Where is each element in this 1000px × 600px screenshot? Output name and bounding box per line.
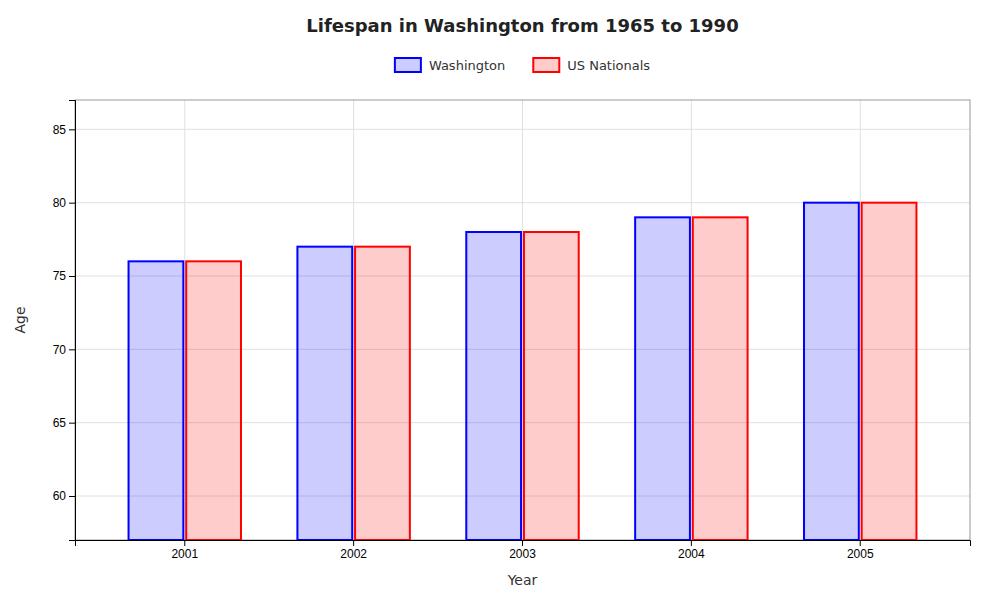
tick-mark xyxy=(69,423,75,424)
bar xyxy=(297,247,352,540)
chart: 2001 2002 2003 2004 2005 60 65 70 75 80 85 Year Age L… xyxy=(0,0,1000,600)
bar xyxy=(524,232,579,540)
tick-label: 85 xyxy=(53,123,67,137)
tick-mark xyxy=(69,496,75,497)
tick-label: 65 xyxy=(53,416,67,430)
tick: 2002 xyxy=(340,540,367,561)
y-axis-title: Age xyxy=(12,306,28,333)
bar xyxy=(186,261,241,540)
tick: 2005 xyxy=(847,540,874,561)
tick: 75 xyxy=(53,269,75,283)
tick-mark xyxy=(69,349,75,350)
plot: 2001 2002 2003 2004 2005 60 65 70 75 80 85 Year Age xyxy=(12,100,971,588)
tick-mark xyxy=(691,540,692,546)
tick-mark xyxy=(353,540,354,546)
tick-mark xyxy=(860,540,861,546)
grid-line xyxy=(184,100,185,540)
tick: 60 xyxy=(53,489,75,503)
x-axis-title: Year xyxy=(507,572,538,588)
tick: 2004 xyxy=(678,540,705,561)
tick-label: 75 xyxy=(53,269,67,283)
axis-line xyxy=(76,541,971,547)
tick-mark xyxy=(184,540,185,546)
tick-label: 80 xyxy=(53,196,67,210)
axis-line xyxy=(69,101,76,541)
tick-mark xyxy=(69,203,75,204)
tick-label: 2003 xyxy=(509,547,536,561)
tick: 85 xyxy=(53,123,75,137)
tick: 70 xyxy=(53,343,75,357)
legend-label: US Nationals xyxy=(567,58,650,73)
tick: 65 xyxy=(53,416,75,430)
legend-item: Washington xyxy=(395,58,505,73)
y-axis: 60 65 70 75 80 85 xyxy=(53,101,76,541)
tick-mark xyxy=(69,129,75,130)
plot-frame xyxy=(75,100,970,540)
tick: 80 xyxy=(53,196,75,210)
grid xyxy=(75,100,970,540)
tick-label: 60 xyxy=(53,489,67,503)
bar xyxy=(693,217,748,540)
bar xyxy=(129,261,184,540)
grid-line xyxy=(522,100,523,540)
bar xyxy=(355,247,410,540)
tick-mark xyxy=(69,276,75,277)
grid-line xyxy=(691,100,692,540)
legend-swatch xyxy=(533,58,559,72)
tick-label: 2004 xyxy=(678,547,705,561)
legend: Washington US Nationals xyxy=(395,58,650,73)
series xyxy=(129,203,859,540)
tick-label: 2005 xyxy=(847,547,874,561)
grid-line xyxy=(353,100,354,540)
grid-line xyxy=(860,100,861,540)
series xyxy=(186,203,916,540)
tick-label: 2002 xyxy=(340,547,367,561)
bar xyxy=(804,203,859,540)
title: Lifespan in Washington from 1965 to 1990 xyxy=(306,15,738,36)
tick-mark xyxy=(522,540,523,546)
legend-label: Washington xyxy=(429,58,505,73)
legend-swatch xyxy=(395,58,421,72)
tick: 2001 xyxy=(171,540,198,561)
bar xyxy=(862,203,917,540)
legend-item: US Nationals xyxy=(533,58,650,73)
bar xyxy=(466,232,521,540)
x-axis: 2001 2002 2003 2004 2005 xyxy=(76,540,971,561)
bar xyxy=(635,217,690,540)
tick-label: 2001 xyxy=(171,547,198,561)
tick: 2003 xyxy=(509,540,536,561)
bars xyxy=(129,203,917,540)
tick-label: 70 xyxy=(53,343,67,357)
